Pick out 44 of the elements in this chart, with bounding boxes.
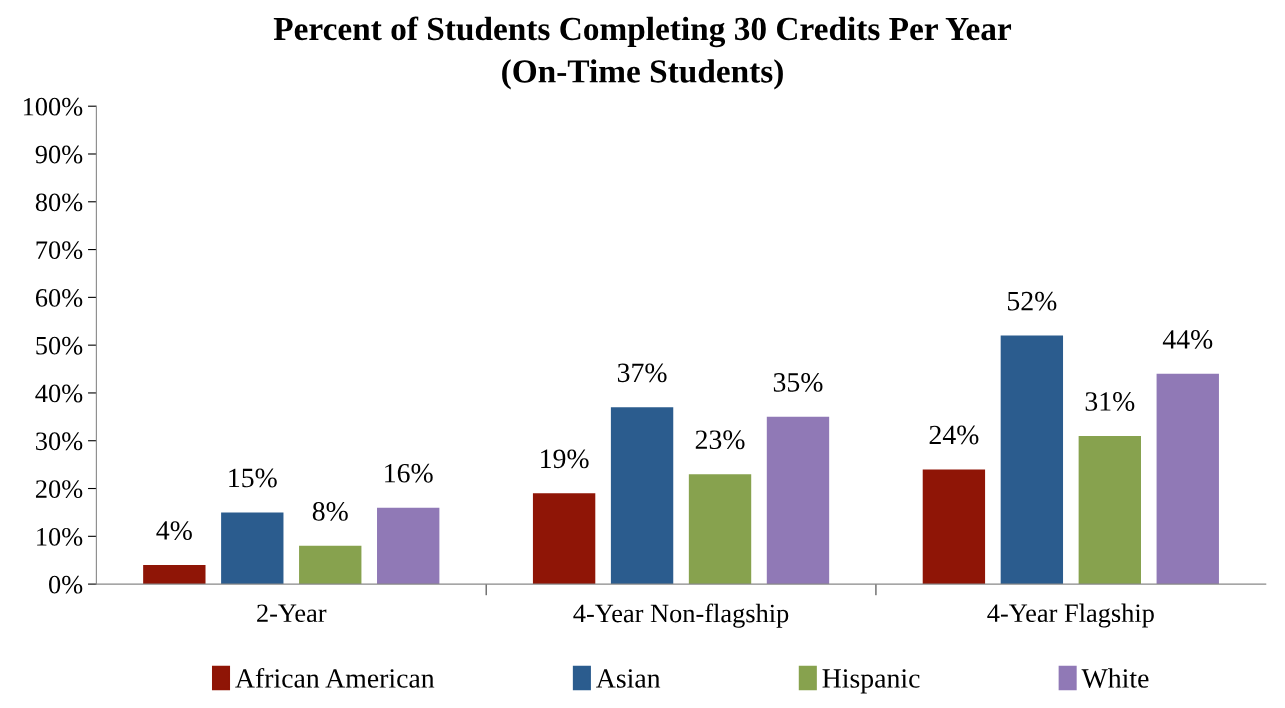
x-tick-label: 4-Year Flagship [987,603,1154,628]
x-tick-label: 2-Year [257,604,327,623]
bar [688,474,752,585]
bar [299,545,362,585]
legend-label: African American [235,668,435,688]
data-label: 15% [229,468,277,488]
bar [922,469,986,585]
bar [532,493,596,585]
data-label: 35% [773,373,823,392]
bar [143,564,206,585]
y-tick-label: 50% [36,336,83,355]
data-label: 19% [541,449,589,469]
x-tick-label: 4-Year Non-flagship [573,603,789,628]
bar [1078,435,1141,585]
bar [221,512,284,585]
data-label: 31% [1085,392,1135,411]
y-tick-label: 100% [23,97,83,116]
data-label: 52% [1008,291,1057,311]
bar [1000,335,1064,585]
bar [1156,373,1219,585]
legend-label: White [1081,668,1149,688]
data-label: 23% [695,430,745,450]
bar [377,507,440,585]
chart-subtitle: (On-Time Students) [502,59,783,90]
bar [610,407,674,585]
y-tick-label: 0% [49,575,83,594]
legend-label: Asian [596,669,661,688]
y-tick-label: 30% [36,432,83,451]
y-tick-label: 20% [35,480,83,499]
data-label: 44% [1162,329,1213,349]
y-tick-label: 40% [35,384,83,403]
data-label: 24% [929,425,979,445]
legend-label: Hispanic [822,669,920,694]
chart-title: Percent of Students Completing 30 Credits Per Year [273,16,1012,48]
bar [766,416,830,585]
data-label: 8% [312,502,348,521]
data-label: 4% [156,521,192,540]
y-tick-label: 70% [36,241,83,260]
data-label: 37% [617,363,667,383]
y-tick-label: 80% [35,193,83,212]
data-label: 16% [385,463,433,483]
y-tick-label: 90% [35,145,83,164]
y-tick-label: 60% [35,288,83,307]
y-tick-label: 10% [37,527,83,546]
